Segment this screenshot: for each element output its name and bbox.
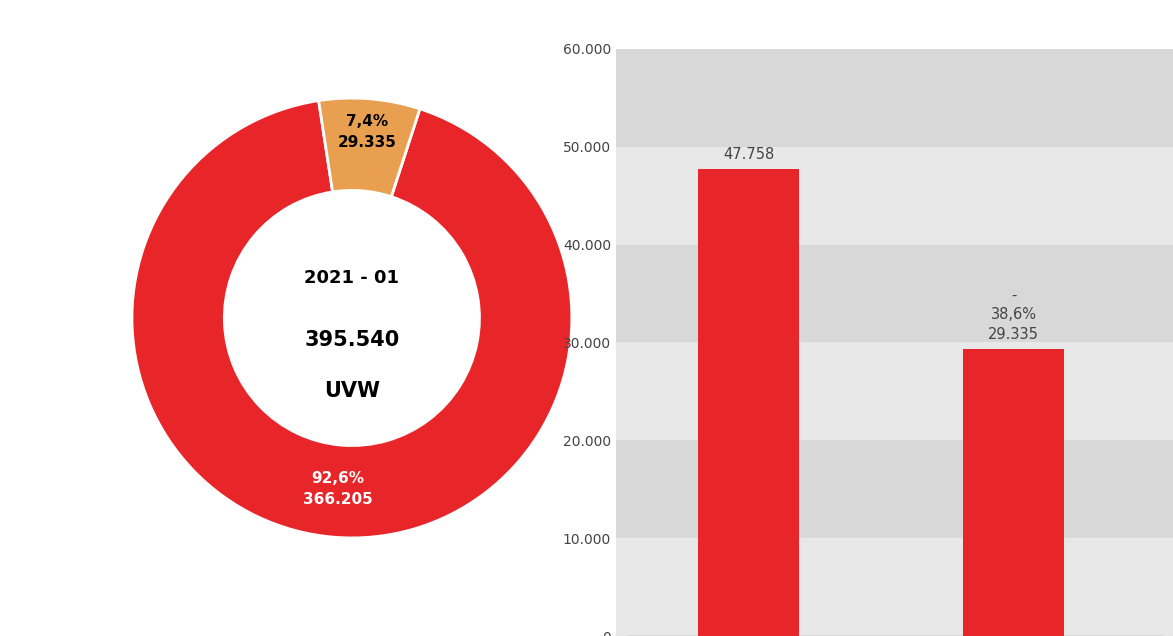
Bar xyxy=(616,538,1173,636)
Bar xyxy=(616,245,1173,342)
Text: -
38,6%
29.335: - 38,6% 29.335 xyxy=(989,287,1039,342)
Wedge shape xyxy=(131,100,571,538)
Bar xyxy=(616,147,1173,245)
Text: UVW: UVW xyxy=(324,380,380,401)
Text: 7,4%
29.335: 7,4% 29.335 xyxy=(338,114,396,149)
Text: 47.758: 47.758 xyxy=(723,147,774,162)
Text: 395.540: 395.540 xyxy=(304,330,400,350)
Wedge shape xyxy=(319,98,420,197)
Bar xyxy=(616,342,1173,440)
Text: 2021 - 01: 2021 - 01 xyxy=(305,270,399,287)
Bar xyxy=(963,349,1064,636)
Bar xyxy=(698,169,799,636)
Bar xyxy=(616,440,1173,538)
Text: 92,6%
366.205: 92,6% 366.205 xyxy=(303,471,373,507)
Bar xyxy=(616,49,1173,147)
